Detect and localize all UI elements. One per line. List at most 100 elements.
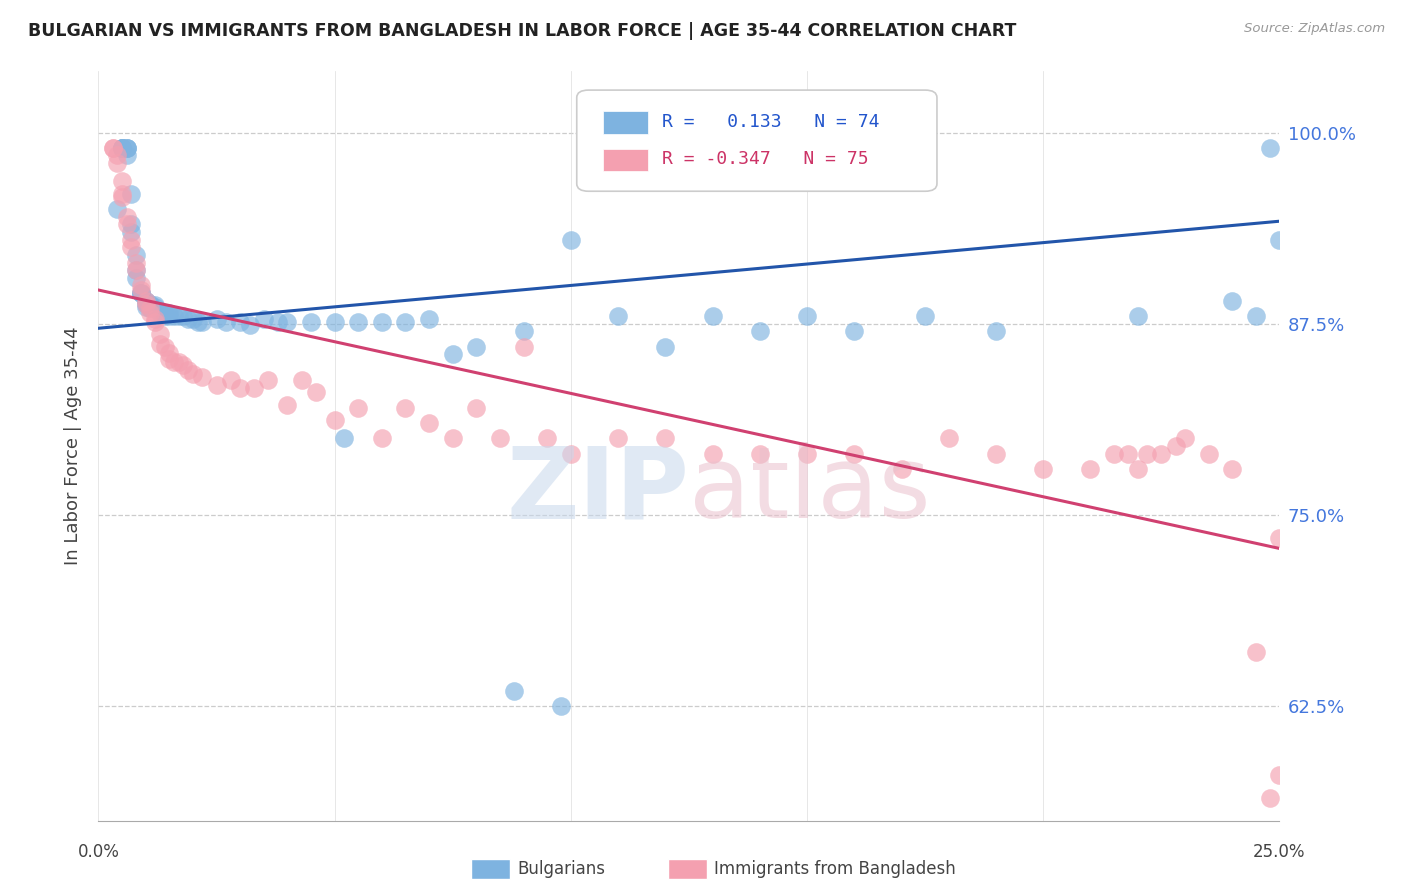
Point bbox=[1258, 790, 1281, 805]
Bar bbox=[603, 149, 648, 171]
Point bbox=[129, 278, 152, 293]
Point bbox=[654, 340, 676, 354]
Point bbox=[560, 233, 582, 247]
Point bbox=[111, 190, 134, 204]
Point bbox=[347, 315, 370, 329]
Point bbox=[125, 255, 148, 269]
Text: Source: ZipAtlas.com: Source: ZipAtlas.com bbox=[1244, 22, 1385, 36]
Point bbox=[371, 431, 394, 445]
Point bbox=[1220, 293, 1243, 308]
Point bbox=[115, 148, 138, 162]
Point bbox=[135, 293, 157, 308]
Point bbox=[333, 431, 356, 445]
Point bbox=[844, 324, 866, 338]
Point bbox=[257, 373, 280, 387]
Point bbox=[143, 315, 166, 329]
Point bbox=[157, 306, 180, 320]
Point bbox=[139, 301, 162, 316]
Point bbox=[149, 336, 172, 351]
Point bbox=[205, 312, 228, 326]
Point bbox=[135, 293, 157, 308]
Point bbox=[243, 381, 266, 395]
Point bbox=[111, 186, 134, 201]
Point bbox=[191, 370, 214, 384]
Point bbox=[1126, 309, 1149, 323]
Point bbox=[1164, 439, 1187, 453]
Point bbox=[172, 309, 194, 323]
Point bbox=[157, 345, 180, 359]
Point bbox=[129, 286, 152, 301]
Point bbox=[536, 431, 558, 445]
Point bbox=[418, 416, 440, 430]
Point bbox=[1268, 531, 1291, 545]
Point bbox=[135, 297, 157, 311]
Point bbox=[149, 304, 172, 318]
Point bbox=[560, 447, 582, 461]
Point bbox=[702, 309, 724, 323]
Point bbox=[654, 431, 676, 445]
Point bbox=[1220, 462, 1243, 476]
Point bbox=[163, 309, 186, 323]
Point bbox=[163, 355, 186, 369]
Point bbox=[323, 315, 346, 329]
Point bbox=[1174, 431, 1197, 445]
Point bbox=[167, 355, 190, 369]
Point bbox=[157, 309, 180, 323]
Point bbox=[441, 347, 464, 361]
Point bbox=[512, 340, 534, 354]
Point bbox=[139, 298, 162, 312]
Point bbox=[205, 377, 228, 392]
Point bbox=[135, 297, 157, 311]
Point bbox=[796, 447, 818, 461]
Point bbox=[111, 141, 134, 155]
Point bbox=[115, 141, 138, 155]
Point bbox=[276, 398, 298, 412]
Point bbox=[105, 202, 128, 216]
Point bbox=[121, 186, 143, 201]
Point bbox=[299, 315, 322, 329]
Point bbox=[394, 315, 416, 329]
Point bbox=[276, 315, 298, 329]
Point bbox=[796, 309, 818, 323]
Point bbox=[229, 315, 252, 329]
Point bbox=[135, 300, 157, 314]
Point bbox=[748, 447, 770, 461]
Point bbox=[101, 141, 124, 155]
Point bbox=[1080, 462, 1102, 476]
Point bbox=[323, 413, 346, 427]
Point bbox=[347, 401, 370, 415]
Point bbox=[139, 301, 162, 316]
Point bbox=[121, 225, 143, 239]
Point bbox=[153, 306, 176, 320]
Point bbox=[1198, 447, 1220, 461]
Point bbox=[143, 298, 166, 312]
Point bbox=[914, 309, 936, 323]
Point bbox=[149, 306, 172, 320]
Point bbox=[418, 312, 440, 326]
Point bbox=[1244, 309, 1267, 323]
Point bbox=[125, 263, 148, 277]
Point bbox=[489, 431, 512, 445]
Text: Bulgarians: Bulgarians bbox=[517, 860, 606, 878]
Point bbox=[239, 318, 262, 333]
Point bbox=[607, 431, 630, 445]
Point bbox=[125, 248, 148, 262]
Point bbox=[129, 286, 152, 301]
Point bbox=[111, 141, 134, 155]
Point bbox=[187, 315, 209, 329]
Point bbox=[290, 373, 312, 387]
Point bbox=[219, 373, 242, 387]
Point bbox=[441, 431, 464, 445]
Point bbox=[101, 141, 124, 155]
Point bbox=[1258, 141, 1281, 155]
Point bbox=[215, 315, 238, 329]
Bar bbox=[603, 112, 648, 134]
Point bbox=[229, 381, 252, 395]
Point bbox=[105, 148, 128, 162]
Text: BULGARIAN VS IMMIGRANTS FROM BANGLADESH IN LABOR FORCE | AGE 35-44 CORRELATION C: BULGARIAN VS IMMIGRANTS FROM BANGLADESH … bbox=[28, 22, 1017, 40]
Point bbox=[115, 141, 138, 155]
Point bbox=[111, 141, 134, 155]
Point bbox=[512, 324, 534, 338]
Text: R = -0.347   N = 75: R = -0.347 N = 75 bbox=[662, 150, 869, 168]
Text: R =   0.133   N = 74: R = 0.133 N = 74 bbox=[662, 112, 879, 130]
